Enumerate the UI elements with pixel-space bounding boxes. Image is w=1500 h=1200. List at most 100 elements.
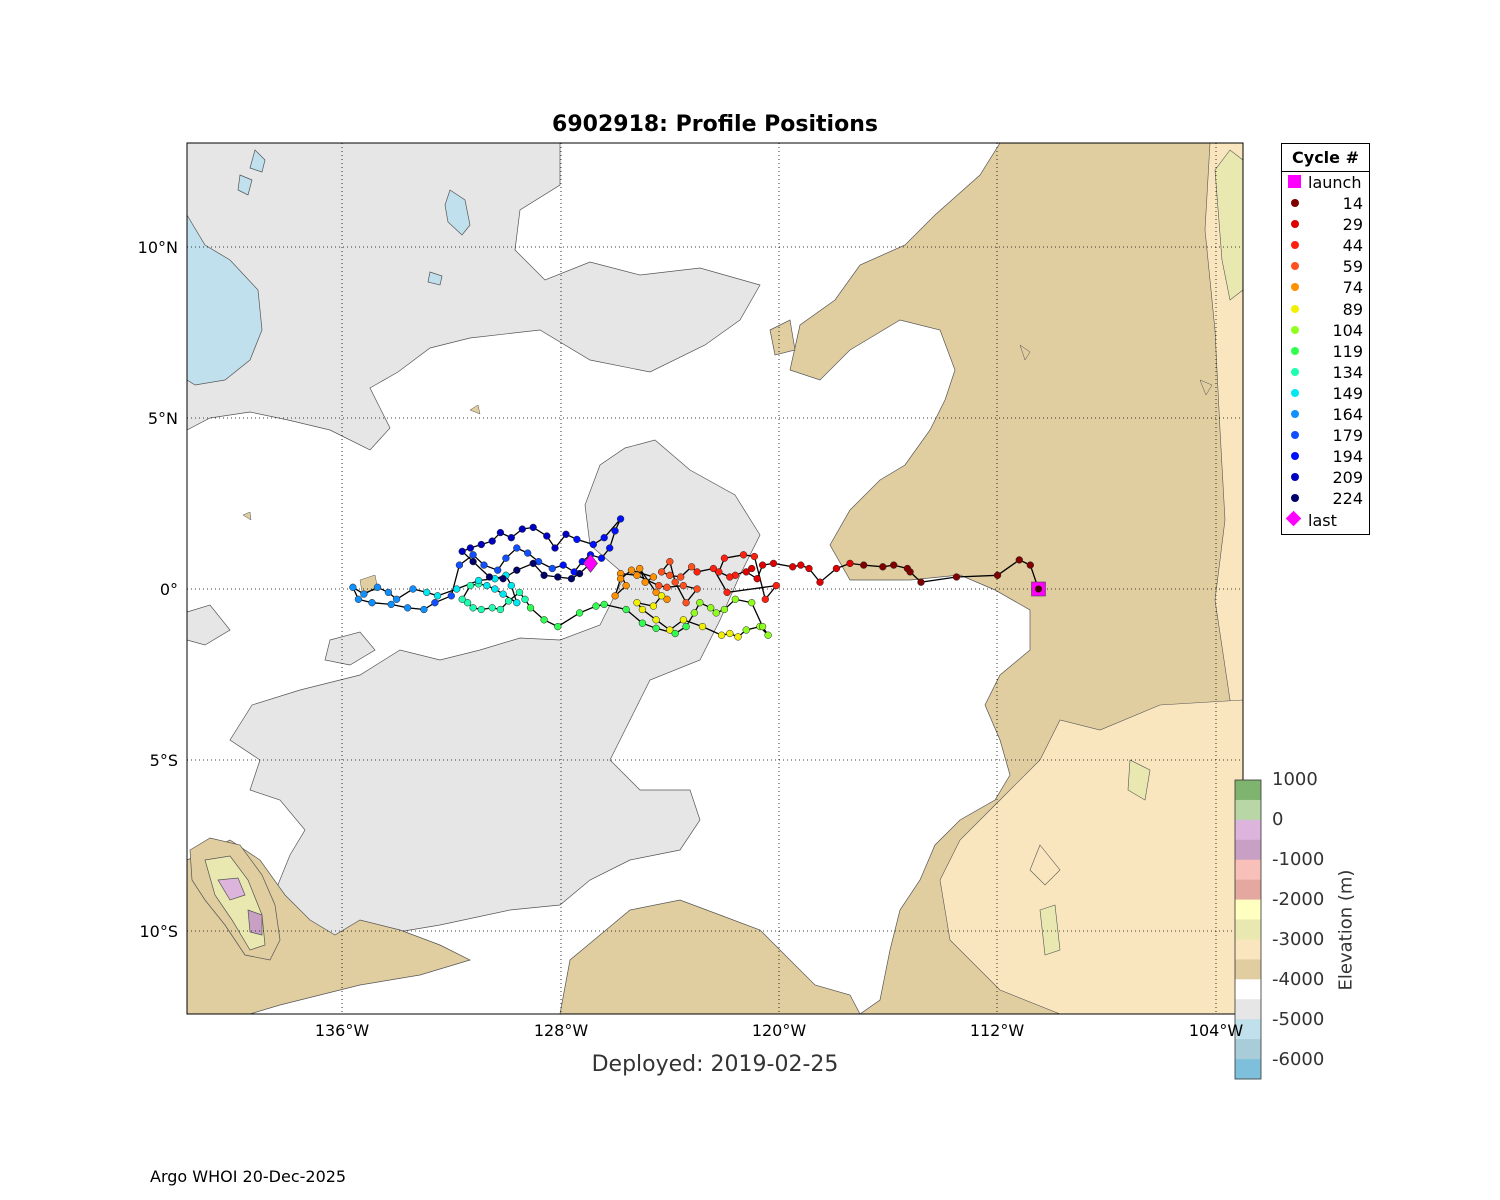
legend-label: 164 (1332, 405, 1363, 425)
profile-point (657, 592, 666, 600)
legend-label: 134 (1332, 362, 1363, 382)
profile-point (726, 573, 734, 581)
profile-point (466, 544, 475, 552)
profile-point (638, 619, 647, 627)
profile-point (474, 576, 483, 585)
profile-point (469, 557, 477, 566)
profile-point (633, 571, 641, 579)
profile-point (526, 604, 535, 612)
first-profile-point (1035, 585, 1042, 593)
cycle-dot-icon (1291, 283, 1299, 292)
profile-point (679, 616, 688, 624)
profile-point (499, 575, 507, 583)
profile-point (573, 535, 581, 544)
profile-point (575, 609, 584, 617)
colorbar-band (1235, 919, 1261, 940)
profile-point (373, 583, 382, 591)
profile-point (543, 532, 551, 540)
y-tick-10s: 10°S (139, 922, 178, 941)
profile-point (652, 616, 660, 624)
profile-point (529, 559, 537, 568)
profile-point (600, 600, 608, 609)
profile-point (589, 540, 597, 549)
profile-point (403, 604, 412, 612)
legend-label: 74 (1342, 278, 1363, 298)
legend-entry: last (1282, 510, 1369, 531)
profile-point (715, 568, 723, 576)
profile-point (805, 564, 813, 573)
profile-point (491, 585, 499, 593)
profile-point (616, 515, 625, 523)
legend-label: 59 (1342, 257, 1363, 277)
legend-entry: 74 (1282, 277, 1369, 298)
legend-label: 14 (1342, 194, 1363, 214)
profile-point (496, 528, 505, 537)
profile-point (753, 575, 761, 583)
profile-point (488, 604, 496, 612)
profile-point (748, 564, 756, 573)
profile-point (677, 573, 685, 581)
profile-point (529, 523, 537, 532)
colorbar-tick-label: -1000 (1272, 849, 1325, 870)
profile-point (622, 581, 630, 590)
profile-point (611, 527, 619, 535)
colorbar-band (1235, 1019, 1261, 1040)
x-tick-120w: 120°W (751, 1021, 807, 1040)
profile-point (758, 561, 767, 569)
profile-point (458, 595, 466, 603)
profile-point (499, 590, 507, 598)
profile-point (638, 605, 647, 614)
elevation-colorbar (1234, 779, 1262, 1080)
colorbar-title: Elevation (m) (1335, 869, 1357, 991)
profile-point (513, 544, 521, 552)
profile-point (477, 605, 485, 614)
profile-point (707, 604, 715, 612)
legend-entry: 164 (1282, 404, 1369, 425)
profile-point (409, 585, 417, 593)
profile-point (354, 595, 363, 603)
profile-point (504, 597, 513, 605)
legend-label: 149 (1332, 383, 1363, 403)
deployed-date: Deployed: 2019-02-25 (591, 1052, 839, 1077)
profile-point (690, 609, 698, 617)
cycle-dot-icon (1291, 262, 1299, 271)
last-diamond-icon (1285, 510, 1302, 526)
profile-point (720, 554, 729, 562)
contour-specks (242, 344, 1213, 593)
legend-entry: 119 (1282, 341, 1369, 362)
legend-entry: 209 (1282, 467, 1369, 488)
profile-point (453, 585, 461, 593)
profile-point (698, 622, 707, 631)
legend-entry: 29 (1282, 214, 1369, 235)
abyssal-blue-regions (187, 149, 471, 386)
profile-point (742, 568, 750, 576)
cycle-dot-icon (1291, 346, 1299, 355)
profile-point (860, 561, 868, 569)
x-tick-112w: 112°W (969, 1021, 1025, 1040)
cycle-dot-icon (1291, 199, 1299, 208)
graticule (187, 143, 1243, 1014)
colorbar-band (1235, 959, 1261, 980)
legend-entry: launch (1282, 172, 1369, 193)
colorbar-frame (1234, 779, 1262, 1080)
profile-point (671, 578, 679, 586)
profile-point (709, 564, 718, 573)
colorbar-band (1235, 839, 1261, 861)
axes-frame (186, 142, 1244, 1015)
profile-point (477, 540, 485, 549)
y-tick-10n: 10°N (137, 238, 178, 257)
colorbar-band (1235, 1059, 1261, 1080)
profile-point (952, 573, 961, 581)
profile-point (742, 626, 750, 634)
profile-point (734, 633, 742, 641)
profile-point (423, 588, 431, 597)
legend-entry: 104 (1282, 320, 1369, 341)
profile-point (663, 583, 671, 591)
profile-point (540, 571, 548, 579)
legend-label: launch (1308, 173, 1362, 192)
profile-point (655, 581, 663, 590)
cycle-dot-icon (1291, 388, 1299, 397)
colorbar-tick-label: -6000 (1272, 1049, 1325, 1070)
profile-point (663, 595, 671, 603)
plot-title: 6902918: Profile Positions (552, 112, 878, 137)
